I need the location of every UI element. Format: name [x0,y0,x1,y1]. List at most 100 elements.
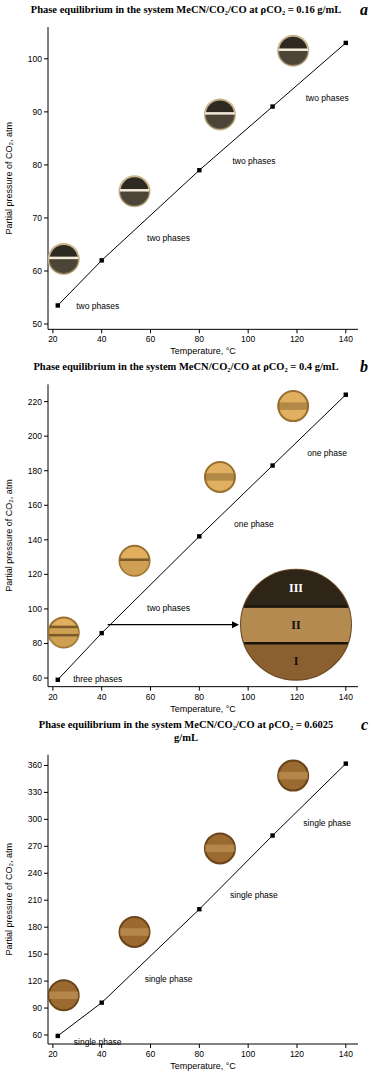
y-tick-label: 300 [28,814,42,824]
y-tick [44,58,48,59]
x-tick-label: 40 [97,692,107,702]
cell-photo [278,36,308,66]
x-tick [52,687,53,691]
chart-title: Phase equilibrium in the system MeCN/CO₂… [33,361,338,372]
chart-panel: Phase equilibrium in the system MeCN/CO₂… [4,716,368,1071]
annotation: one phase [234,519,274,529]
x-tick [296,687,297,691]
y-tick-label: 360 [28,760,42,770]
y-tick-label: 210 [28,895,42,905]
figure: Phase equilibrium in the system MeCN/CO₂… [0,0,372,1072]
chart-panel: Phase equilibrium in the system MeCN/CO₂… [4,358,368,713]
y-tick [44,574,48,575]
cell-photo [120,917,150,947]
y-tick [44,164,48,165]
y-axis [48,27,49,329]
y-axis-title: Partial pressure of CO₂, atm [4,843,14,956]
inset-label: II [291,618,301,632]
cell-meniscus [49,626,79,629]
x-tick-label: 60 [146,692,156,702]
x-axis-title: Temperature, °C [170,704,236,714]
cell-photo [120,546,150,576]
cell-photo [205,462,235,492]
annotation: single phase [230,890,278,900]
y-tick [44,539,48,540]
cell-photo [49,980,79,1010]
x-tick [150,1044,151,1048]
y-tick-label: 100 [28,54,42,64]
cell-phases [205,845,235,853]
y-tick [44,401,48,402]
x-tick-label: 80 [195,692,205,702]
x-tick [345,329,346,333]
cell-phases [120,189,150,206]
y-tick [44,678,48,679]
cell-band [205,473,235,481]
cell-lower-phase [278,48,308,65]
data-point [56,678,60,682]
cell-photo [120,176,150,206]
x-tick-label: 60 [146,1049,156,1059]
x-tick [101,687,102,691]
cell-phases [278,402,308,410]
annotation: two phases [232,156,275,166]
panel-label: c [361,716,368,733]
x-tick-label: 20 [48,692,58,702]
y-tick [44,765,48,766]
data-point [344,761,348,765]
x-tick-label: 140 [339,692,353,702]
x-tick [296,1044,297,1048]
x-tick-label: 20 [48,334,58,344]
annotation: two phases [306,93,349,103]
cell-phases [49,992,79,1000]
x-tick-label: 100 [241,334,255,344]
cell-meniscus [120,558,150,561]
x-tick-label: 40 [97,334,107,344]
data-point [344,392,348,396]
cell-band [120,928,150,936]
cell-photo [278,391,308,421]
inset-label: III [289,581,303,595]
data-point [270,104,274,108]
cell-phases [120,928,150,936]
annotation: single phase [303,818,351,828]
cell-phases [49,257,79,274]
y-tick-label: 200 [28,431,42,441]
x-axis-title: Temperature, °C [170,346,236,356]
cell-photo [49,617,79,647]
cell-meniscus [278,48,308,51]
annotation: two phases [147,233,190,243]
y-tick [44,954,48,955]
x-tick-label: 140 [339,1049,353,1059]
cell-lower-phase [205,112,235,129]
panel-label: b [360,358,368,375]
annotation: one phase [307,448,347,458]
inset-phase [241,570,351,607]
x-tick [199,687,200,691]
y-tick-label: 70 [33,213,43,223]
y-tick [44,981,48,982]
y-tick [44,470,48,471]
inset-arrow [108,624,233,625]
x-tick [248,329,249,333]
y-tick [44,217,48,218]
y-tick-label: 80 [33,160,43,170]
x-tick [248,1044,249,1048]
y-tick [44,111,48,112]
cell-lower-phase [49,626,79,648]
data-point [56,303,60,307]
x-tick [248,687,249,691]
data-point [197,534,201,538]
x-tick-label: 120 [290,1049,304,1059]
y-tick-label: 330 [28,787,42,797]
x-tick-label: 140 [339,334,353,344]
y-tick [44,927,48,928]
x-tick [150,329,151,333]
x-tick [296,329,297,333]
y-tick-label: 90 [33,1003,43,1013]
cell-meniscus [49,634,79,637]
x-tick [199,1044,200,1048]
y-tick [44,643,48,644]
chart-panel: Phase equilibrium in the system MeCN/CO₂… [4,1,368,356]
cell-phases [49,626,79,648]
